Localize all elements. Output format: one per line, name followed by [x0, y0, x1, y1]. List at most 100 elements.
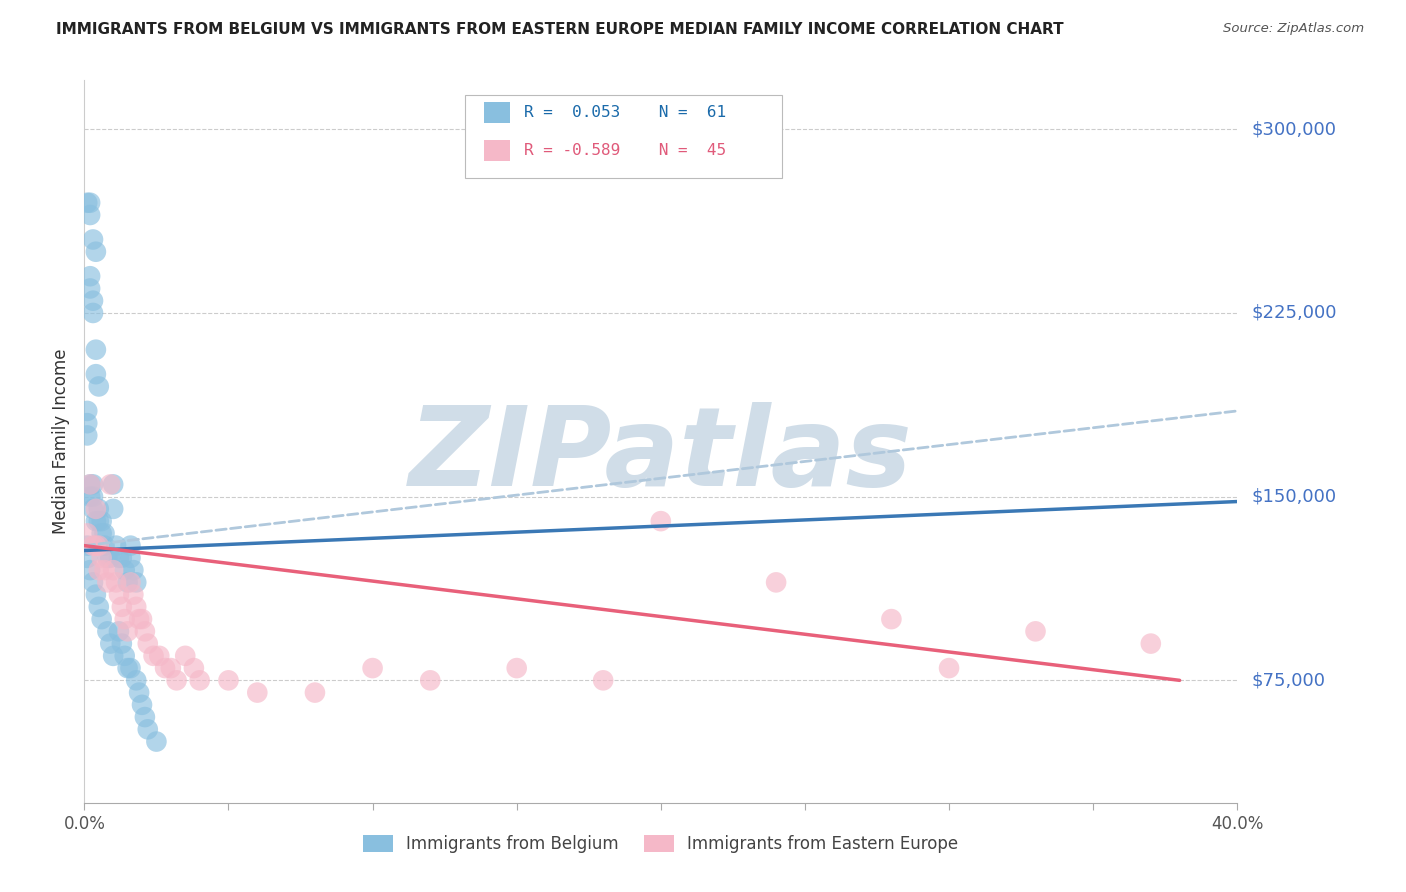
Point — [120, 575, 142, 590]
Point — [117, 661, 139, 675]
Point — [84, 343, 107, 357]
Point — [650, 514, 672, 528]
Point — [111, 599, 134, 614]
Point — [96, 575, 118, 590]
Point — [108, 624, 131, 639]
Point — [125, 575, 148, 590]
Text: R =  0.053    N =  61: R = 0.053 N = 61 — [523, 104, 725, 120]
Point — [114, 563, 136, 577]
Point — [79, 563, 101, 577]
Point — [82, 539, 104, 553]
Point — [90, 526, 112, 541]
Text: $75,000: $75,000 — [1251, 672, 1326, 690]
Point — [125, 673, 148, 688]
Point — [76, 404, 98, 418]
FancyBboxPatch shape — [465, 95, 782, 178]
Point — [120, 550, 142, 565]
Point — [153, 661, 176, 675]
Point — [84, 588, 107, 602]
Point — [128, 685, 150, 699]
Point — [82, 490, 104, 504]
Point — [76, 195, 98, 210]
Point — [188, 673, 211, 688]
Point — [218, 673, 240, 688]
Point — [84, 514, 107, 528]
Text: ZIPatlas: ZIPatlas — [409, 402, 912, 509]
Point — [79, 195, 101, 210]
Point — [419, 673, 441, 688]
Text: IMMIGRANTS FROM BELGIUM VS IMMIGRANTS FROM EASTERN EUROPE MEDIAN FAMILY INCOME C: IMMIGRANTS FROM BELGIUM VS IMMIGRANTS FR… — [56, 22, 1064, 37]
Point — [98, 477, 121, 491]
Point — [142, 648, 165, 663]
Point — [174, 648, 197, 663]
Point — [111, 550, 134, 565]
Legend: Immigrants from Belgium, Immigrants from Eastern Europe: Immigrants from Belgium, Immigrants from… — [357, 828, 965, 860]
Point — [131, 698, 153, 712]
Point — [76, 550, 98, 565]
FancyBboxPatch shape — [485, 102, 510, 122]
Point — [304, 685, 326, 699]
Point — [108, 550, 131, 565]
Point — [79, 490, 101, 504]
Point — [87, 599, 110, 614]
Point — [87, 539, 110, 553]
Point — [117, 624, 139, 639]
Text: $150,000: $150,000 — [1251, 488, 1336, 506]
Point — [79, 269, 101, 284]
Point — [82, 477, 104, 491]
Point — [87, 502, 110, 516]
Point — [82, 575, 104, 590]
Point — [136, 723, 159, 737]
Point — [93, 539, 115, 553]
Point — [82, 232, 104, 246]
Point — [87, 379, 110, 393]
Point — [105, 575, 128, 590]
Point — [117, 575, 139, 590]
Point — [82, 306, 104, 320]
Point — [98, 550, 121, 565]
Point — [76, 539, 98, 553]
Point — [98, 637, 121, 651]
Text: R = -0.589    N =  45: R = -0.589 N = 45 — [523, 143, 725, 158]
Point — [148, 648, 170, 663]
Point — [938, 661, 960, 675]
Point — [134, 624, 156, 639]
Point — [76, 428, 98, 442]
Point — [134, 710, 156, 724]
Point — [125, 599, 148, 614]
Point — [1025, 624, 1047, 639]
Point — [136, 637, 159, 651]
Point — [361, 661, 384, 675]
Point — [880, 612, 903, 626]
Point — [160, 661, 183, 675]
Point — [96, 550, 118, 565]
Point — [79, 208, 101, 222]
Point — [79, 477, 101, 491]
Point — [114, 612, 136, 626]
Point — [122, 588, 145, 602]
Point — [120, 539, 142, 553]
Point — [79, 281, 101, 295]
Point — [90, 550, 112, 565]
Text: $225,000: $225,000 — [1251, 304, 1337, 322]
Point — [82, 502, 104, 516]
Point — [183, 661, 205, 675]
Point — [122, 563, 145, 577]
Point — [93, 563, 115, 577]
Point — [765, 575, 787, 590]
Point — [90, 514, 112, 528]
Y-axis label: Median Family Income: Median Family Income — [52, 349, 70, 534]
Point — [105, 539, 128, 553]
Point — [87, 563, 110, 577]
Point — [506, 661, 529, 675]
Point — [1140, 637, 1163, 651]
Point — [103, 648, 124, 663]
Point — [96, 624, 118, 639]
Text: Source: ZipAtlas.com: Source: ZipAtlas.com — [1223, 22, 1364, 36]
Point — [103, 502, 124, 516]
Point — [131, 612, 153, 626]
Text: $300,000: $300,000 — [1251, 120, 1336, 138]
Point — [166, 673, 188, 688]
Point — [84, 367, 107, 381]
Point — [87, 514, 110, 528]
